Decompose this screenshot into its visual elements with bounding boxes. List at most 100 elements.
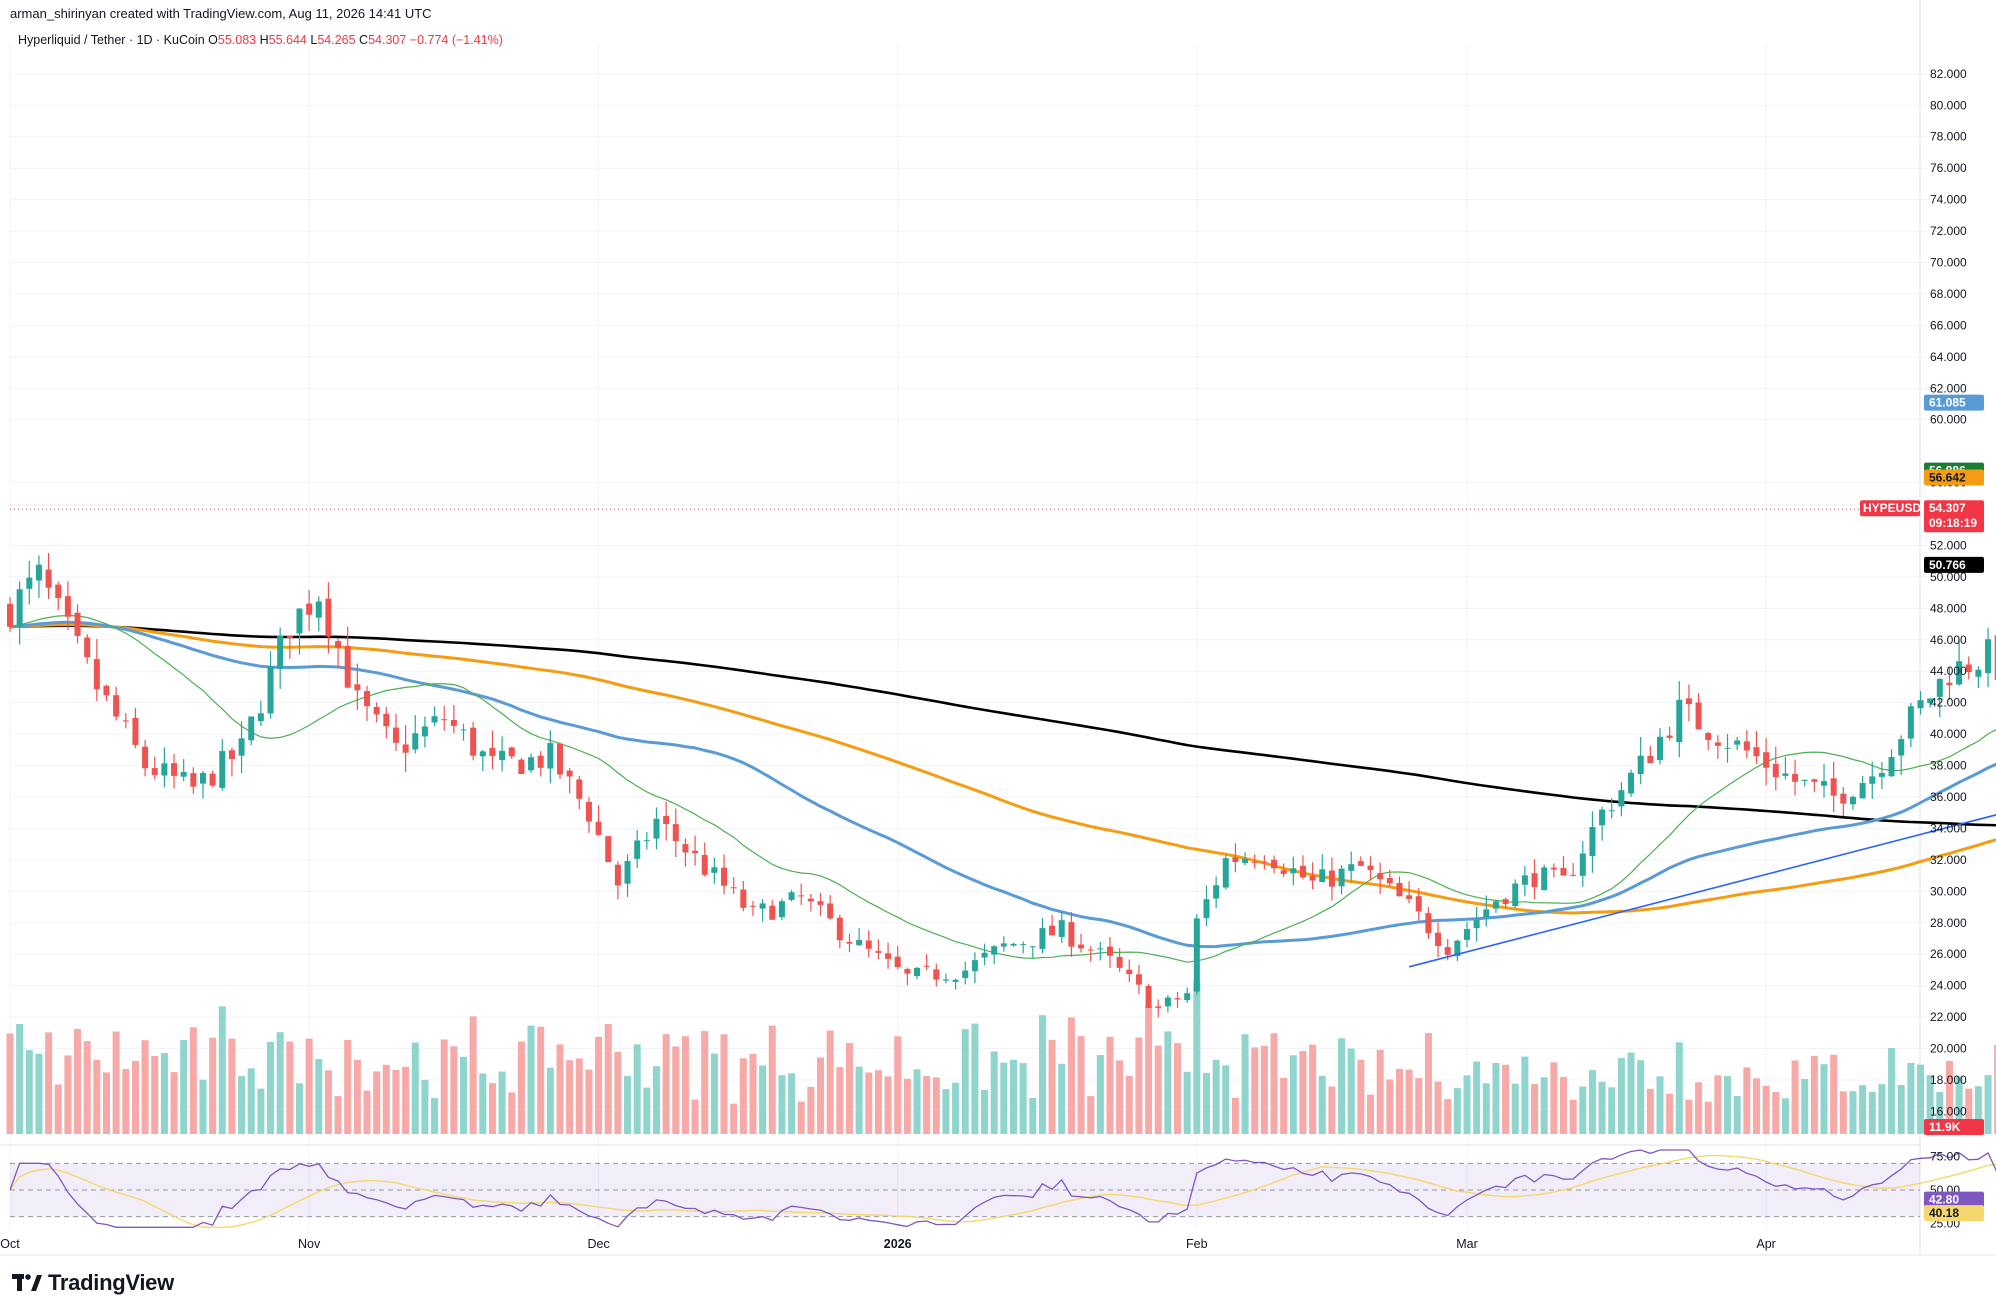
time-axis[interactable]: OctNovDec2026FebMarAprMayJunJulAugSep bbox=[0, 1237, 1996, 1251]
candle-body bbox=[180, 771, 187, 777]
volume-bar bbox=[1338, 1038, 1346, 1134]
candle-body bbox=[1290, 868, 1297, 874]
candlesticks[interactable] bbox=[7, 160, 1996, 1018]
candle-body bbox=[1299, 865, 1306, 878]
high-label: H bbox=[259, 33, 269, 47]
candle-body bbox=[1531, 873, 1538, 888]
price-tick-label: 82.000 bbox=[1930, 67, 1967, 81]
price-tick-label: 70.000 bbox=[1930, 256, 1967, 270]
candle-body bbox=[807, 898, 814, 902]
volume-bar bbox=[228, 1038, 236, 1134]
candle-body bbox=[1579, 853, 1586, 876]
volume-bar bbox=[1743, 1067, 1751, 1134]
candle-body bbox=[1782, 773, 1789, 776]
volume-bar bbox=[691, 1099, 699, 1134]
candle-body bbox=[383, 713, 390, 727]
candle-body bbox=[576, 779, 583, 799]
volume-bar bbox=[807, 1086, 815, 1134]
volume-bar bbox=[1058, 1063, 1066, 1134]
volume-bar bbox=[720, 1034, 728, 1134]
sma50-badge-bg bbox=[1924, 394, 1984, 411]
volume-bar bbox=[1646, 1088, 1654, 1134]
volume-bar bbox=[93, 1059, 101, 1134]
volume-bar bbox=[1453, 1088, 1461, 1134]
candle-body bbox=[1753, 747, 1760, 757]
candle-body bbox=[45, 569, 52, 588]
candle-body bbox=[518, 759, 525, 775]
candle-body bbox=[248, 716, 255, 741]
volume-bar bbox=[141, 1040, 149, 1134]
candle-body bbox=[1512, 883, 1519, 907]
sma200-badge: 50.766 bbox=[1929, 558, 1966, 572]
volume-bar bbox=[1096, 1055, 1104, 1134]
sma50-badge: 61.085 bbox=[1929, 396, 1966, 410]
volume-bar bbox=[1251, 1047, 1259, 1134]
volume-bar bbox=[1174, 1043, 1182, 1134]
price-tick-label: 16.000 bbox=[1930, 1104, 1967, 1118]
time-tick-label: Dec bbox=[587, 1237, 609, 1251]
volume-bar bbox=[749, 1054, 757, 1134]
candle-body bbox=[730, 887, 737, 889]
candle-body bbox=[1454, 940, 1461, 957]
volume-bar bbox=[353, 1059, 361, 1134]
candle-body bbox=[692, 850, 699, 854]
volume-bar bbox=[1434, 1081, 1442, 1134]
candle-body bbox=[624, 861, 631, 884]
volume-bar bbox=[479, 1073, 487, 1134]
candle-body bbox=[1695, 702, 1702, 730]
candle-body bbox=[1666, 735, 1673, 738]
candle-body bbox=[1386, 878, 1393, 884]
candle-body bbox=[325, 598, 332, 637]
volume-bar bbox=[247, 1068, 255, 1134]
candle-body bbox=[952, 979, 959, 982]
candle-body bbox=[875, 951, 882, 953]
candle-body bbox=[1734, 740, 1741, 745]
volume-bar bbox=[267, 1041, 275, 1134]
candle-body bbox=[306, 603, 313, 615]
candle-body bbox=[1097, 948, 1104, 950]
price-axis[interactable]: 82.000 80.000 78.000 76.000 74.000 72.000 70.0… bbox=[1930, 67, 1967, 1230]
volume-bar bbox=[1550, 1062, 1558, 1134]
volume-bar bbox=[431, 1098, 439, 1134]
symbol-badge-bg bbox=[1860, 500, 1920, 517]
candle-body bbox=[1348, 864, 1355, 871]
candle-body bbox=[991, 946, 998, 955]
candle-body bbox=[547, 743, 554, 769]
volume-bar bbox=[1559, 1077, 1567, 1134]
low-value: 54.265 bbox=[317, 33, 356, 47]
rsi-ma-badge: 40.18 bbox=[1929, 1206, 1959, 1220]
volume-bar bbox=[1116, 1060, 1124, 1134]
candle-body bbox=[1985, 639, 1992, 674]
volume-bar bbox=[1328, 1086, 1336, 1134]
volume-bar bbox=[1270, 1033, 1278, 1134]
candle-body bbox=[1203, 899, 1210, 919]
candle-body bbox=[286, 635, 293, 638]
volume-bar bbox=[209, 1037, 217, 1134]
time-tick-label: Feb bbox=[1186, 1237, 1208, 1251]
volume-bar bbox=[952, 1082, 960, 1134]
candle-body bbox=[228, 750, 235, 759]
candle-body bbox=[1849, 796, 1856, 805]
candle-body bbox=[885, 953, 892, 959]
volume-bar bbox=[1048, 1039, 1056, 1134]
support-trendline bbox=[1408, 814, 1996, 968]
symbol-description[interactable]: Hyperliquid / Tether · 1D · KuCoin bbox=[18, 33, 205, 47]
volume-bar bbox=[1502, 1064, 1510, 1134]
candle-body bbox=[1338, 868, 1345, 887]
volume-bar bbox=[1492, 1062, 1500, 1134]
brand-logo[interactable]: TradingView bbox=[12, 1270, 174, 1296]
volume-bar bbox=[1367, 1094, 1375, 1134]
candle-body bbox=[1685, 698, 1692, 705]
candle-body bbox=[460, 729, 467, 731]
volume-bar bbox=[1424, 1032, 1432, 1134]
price-tick-label: 50.000 bbox=[1930, 570, 1967, 584]
volume-bar bbox=[1704, 1101, 1712, 1134]
volume-bar bbox=[1588, 1070, 1596, 1134]
volume-bar bbox=[923, 1075, 931, 1134]
volume-bar bbox=[1202, 1072, 1210, 1134]
volume-bar bbox=[257, 1088, 265, 1134]
volume-bar bbox=[344, 1040, 352, 1134]
volume-bar bbox=[1752, 1078, 1760, 1134]
trendline[interactable] bbox=[1408, 700, 1996, 968]
